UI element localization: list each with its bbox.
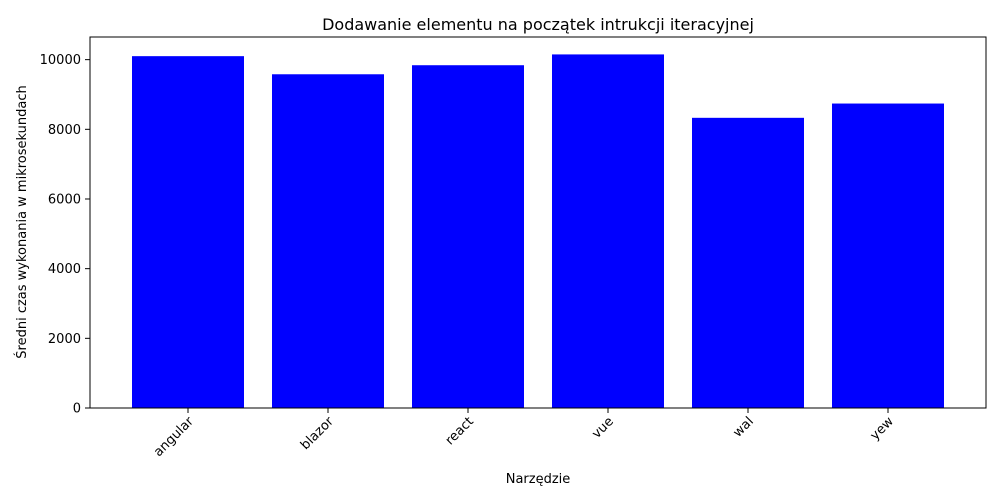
y-tick-label: 6000 xyxy=(48,192,81,207)
x-tick-label: yew xyxy=(868,414,897,443)
y-tick-label: 10000 xyxy=(40,53,81,68)
y-tick-label: 4000 xyxy=(48,262,81,277)
y-axis-label: Średni czas wykonania w mikrosekundach xyxy=(14,85,30,358)
x-tick-label: blazor xyxy=(298,414,337,453)
bar-angular xyxy=(132,56,244,408)
x-tick-label: angular xyxy=(151,414,197,460)
y-tick-label: 0 xyxy=(73,402,81,417)
x-tick-label: react xyxy=(443,414,477,448)
x-tick-label: vue xyxy=(589,414,617,442)
bars-layer xyxy=(132,54,944,409)
bar-react xyxy=(412,65,524,408)
y-tick-label: 8000 xyxy=(48,123,81,138)
y-tick-label: 2000 xyxy=(48,332,81,347)
x-axis-label: Narzędzie xyxy=(506,472,571,487)
bar-vue xyxy=(552,54,664,409)
bar-yew xyxy=(832,103,944,408)
chart-title: Dodawanie elementu na początek intrukcji… xyxy=(322,15,754,34)
bar-blazor xyxy=(272,74,384,409)
x-tick-label: wal xyxy=(731,414,757,440)
bar-wal xyxy=(692,117,804,408)
plot-area-frame xyxy=(89,36,987,409)
